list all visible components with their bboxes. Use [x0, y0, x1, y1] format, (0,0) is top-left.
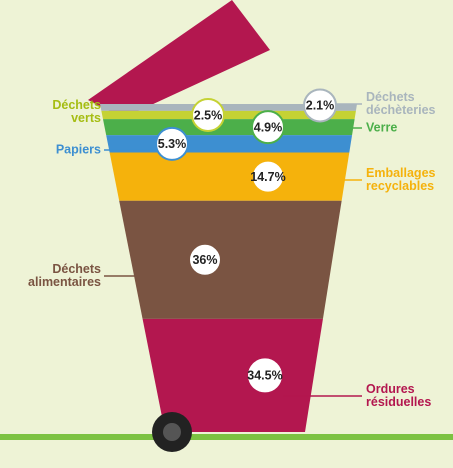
ground — [0, 434, 453, 440]
category-label: Déchets alimentaires — [28, 263, 101, 289]
bin-layer — [119, 201, 341, 319]
category-label: Papiers — [56, 144, 101, 157]
value-label: 5.3% — [158, 137, 187, 151]
category-label: Déchets déchèteries — [366, 91, 435, 117]
value-label: 36% — [192, 253, 217, 267]
value-label: 4.9% — [254, 120, 283, 134]
value-label: 34.5% — [247, 369, 282, 383]
category-label: Verre — [366, 122, 397, 135]
category-label: Déchets verts — [52, 99, 101, 125]
category-label: Emballages recyclables — [366, 167, 435, 193]
category-label: Ordures résiduelles — [366, 383, 431, 409]
wheel-hub — [163, 423, 181, 441]
value-label: 2.5% — [194, 108, 223, 122]
infographic: 2.1% 2.5% 4.9% 5.3% 14.7% 36% 34.5% Déchets dé… — [0, 0, 453, 468]
value-label: 2.1% — [306, 99, 335, 113]
value-label: 14.7% — [250, 170, 285, 184]
bin-lid — [88, 0, 270, 118]
bin-layer — [110, 153, 350, 201]
